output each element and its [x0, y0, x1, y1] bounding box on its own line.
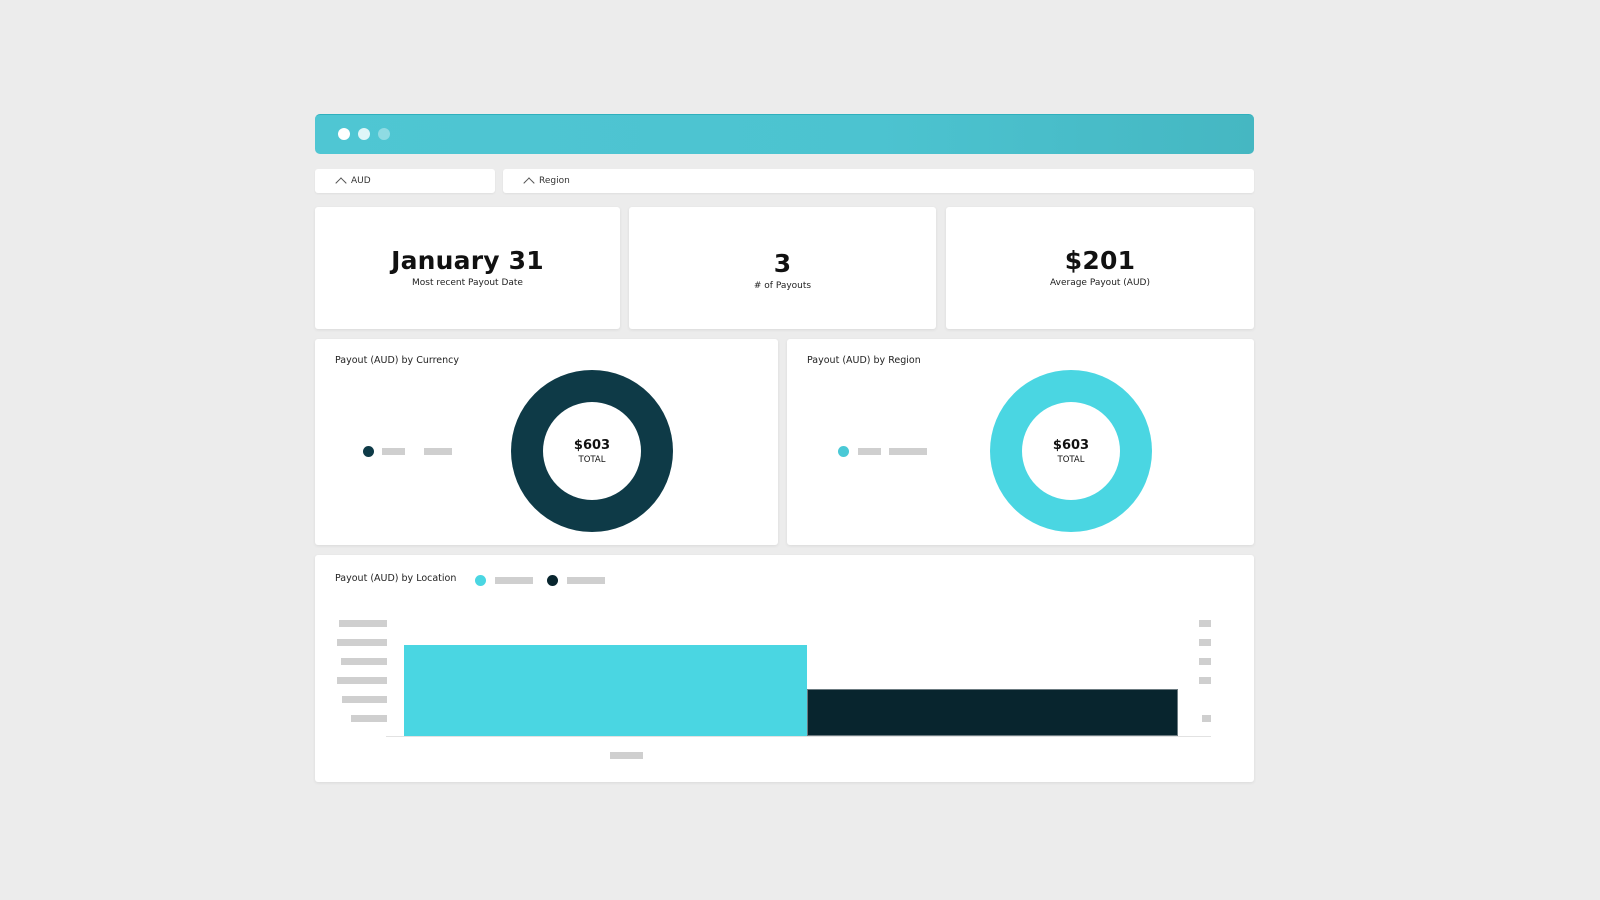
- window-titlebar: [315, 114, 1254, 154]
- y-axis-tick-placeholder: [337, 639, 387, 646]
- kpi-card-payout-count: 3 # of Payouts: [629, 207, 936, 329]
- legend-value-placeholder: [424, 448, 452, 455]
- maximize-dot-icon[interactable]: [378, 128, 390, 140]
- donut-total-label: TOTAL: [578, 454, 606, 465]
- kpi-value: $201: [1064, 246, 1136, 275]
- kpi-card-payout-date: January 31 Most recent Payout Date: [315, 207, 620, 329]
- y-axis-tick-placeholder: [339, 620, 387, 627]
- chart-title: Payout (AUD) by Region: [807, 355, 921, 366]
- y-axis-tick-placeholder: [351, 715, 387, 722]
- y-axis-tick-placeholder: [342, 696, 387, 703]
- region-filter-dropdown[interactable]: Region: [503, 169, 1254, 193]
- bar-location-1[interactable]: [404, 645, 807, 736]
- donut-center: $603 TOTAL: [543, 402, 641, 500]
- y-axis-tick-placeholder: [337, 677, 387, 684]
- currency-donut-card: Payout (AUD) by Currency $603 TOTAL: [315, 339, 778, 545]
- kpi-value: January 31: [391, 246, 544, 275]
- donut-center: $603 TOTAL: [1022, 402, 1120, 500]
- x-axis-line: [386, 736, 1211, 737]
- legend-dot-icon: [475, 575, 486, 586]
- kpi-label: Average Payout (AUD): [1050, 278, 1150, 288]
- donut-total-value: $603: [573, 437, 611, 453]
- legend-dot-icon: [547, 575, 558, 586]
- chart-title: Payout (AUD) by Currency: [335, 355, 459, 366]
- kpi-label: # of Payouts: [753, 281, 812, 291]
- y2-axis-tick-placeholder: [1202, 715, 1211, 722]
- donut-total-label: TOTAL: [1057, 454, 1085, 465]
- donut-total-value: $603: [1052, 437, 1090, 453]
- legend-label-placeholder: [567, 577, 605, 584]
- legend-value-placeholder: [889, 448, 927, 455]
- legend-label-placeholder: [858, 448, 881, 455]
- region-donut-chart[interactable]: $603 TOTAL: [990, 370, 1152, 532]
- minimize-dot-icon[interactable]: [358, 128, 370, 140]
- y2-axis-tick-placeholder: [1199, 658, 1211, 665]
- currency-donut-chart[interactable]: $603 TOTAL: [511, 370, 673, 532]
- legend-label-placeholder: [495, 577, 533, 584]
- kpi-value: 3: [773, 249, 792, 278]
- y2-axis-tick-placeholder: [1199, 620, 1211, 627]
- bar-location-2[interactable]: [807, 689, 1178, 736]
- legend-dot-icon: [838, 446, 849, 457]
- y-axis-tick-placeholder: [341, 658, 387, 665]
- region-donut-card: Payout (AUD) by Region $603 TOTAL: [787, 339, 1254, 545]
- chevron-up-icon: [523, 177, 535, 189]
- chevron-up-icon: [335, 177, 347, 189]
- y2-axis-tick-placeholder: [1199, 639, 1211, 646]
- currency-filter-label: AUD: [351, 176, 371, 186]
- region-filter-label: Region: [539, 176, 570, 186]
- location-bar-chart-card: Payout (AUD) by Location: [315, 555, 1254, 782]
- chart-title: Payout (AUD) by Location: [335, 573, 457, 584]
- x-axis-tick-placeholder: [610, 752, 643, 759]
- kpi-card-average-payout: $201 Average Payout (AUD): [946, 207, 1254, 329]
- legend-dot-icon: [363, 446, 374, 457]
- kpi-label: Most recent Payout Date: [412, 278, 523, 288]
- close-dot-icon[interactable]: [338, 128, 350, 140]
- y2-axis-tick-placeholder: [1199, 677, 1211, 684]
- legend-label-placeholder: [382, 448, 405, 455]
- currency-filter-dropdown[interactable]: AUD: [315, 169, 495, 193]
- dashboard-window: AUD Region January 31 Most recent Payout…: [315, 114, 1254, 782]
